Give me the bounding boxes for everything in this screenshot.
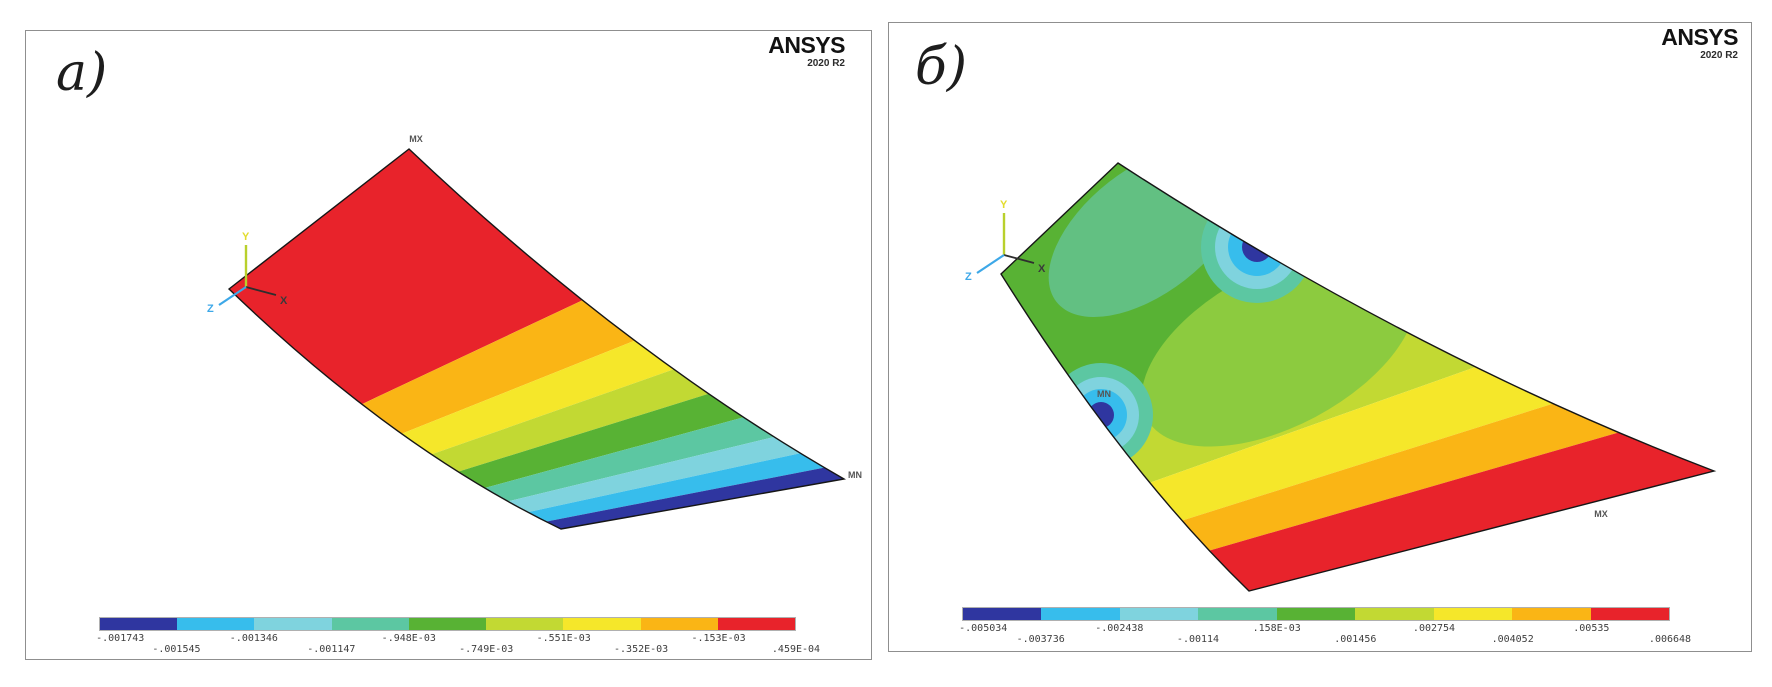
contour-band bbox=[484, 417, 775, 502]
panel-label-b: б) bbox=[915, 37, 968, 97]
contour-band bbox=[361, 300, 635, 434]
ansys-version: 2020 R2 bbox=[807, 58, 845, 69]
x-axis-label: X bbox=[280, 295, 288, 307]
legend-color-segment bbox=[1041, 608, 1120, 620]
legend-tick-label: -.153E-03 bbox=[691, 633, 746, 644]
contour-bands bbox=[1001, 163, 1714, 591]
legend-tick-label: -.00114 bbox=[1176, 634, 1220, 645]
local-min-ring bbox=[1228, 218, 1286, 276]
ansys-wordmark: ANSYS bbox=[1661, 24, 1738, 50]
contour-band bbox=[527, 453, 825, 522]
contour-band bbox=[1182, 403, 1619, 551]
contour-band bbox=[1149, 367, 1554, 521]
legend-color-segment bbox=[1198, 608, 1277, 620]
axis-line bbox=[218, 286, 247, 306]
max-marker: MX bbox=[409, 134, 423, 144]
legend-tick-label: .158E-03 bbox=[1252, 623, 1301, 634]
axis-line bbox=[976, 254, 1005, 274]
legend-colorbar bbox=[99, 617, 796, 631]
legend-tick-label: .00535 bbox=[1573, 623, 1610, 634]
contour-band bbox=[546, 467, 844, 529]
result-viewport-b: б) ANSYS 2020 R2 Y X Z MX MN -.005034 -.00373… bbox=[888, 22, 1752, 652]
legend-tick-label: -.003736 bbox=[1016, 634, 1065, 645]
contour-band bbox=[458, 393, 744, 488]
legend-tick-label: -.352E-03 bbox=[614, 644, 669, 655]
legend-tick-label: -.001147 bbox=[307, 644, 356, 655]
legend-color-segment bbox=[331, 618, 409, 630]
legend-tick-label: -.551E-03 bbox=[536, 633, 591, 644]
legend-tick-label: -.749E-03 bbox=[459, 644, 514, 655]
legend-tick-label: .002754 bbox=[1412, 623, 1456, 634]
legend-color-segment bbox=[640, 618, 718, 630]
legend-color-segment bbox=[254, 618, 332, 630]
local-min-ring bbox=[1215, 205, 1299, 289]
max-marker: MX bbox=[1594, 509, 1608, 519]
panel-label-a: a) bbox=[56, 43, 108, 103]
contour-band bbox=[401, 340, 674, 455]
legend-tick-label: .459E-04 bbox=[771, 644, 821, 655]
y-axis-label: Y bbox=[1000, 199, 1008, 211]
contour-plot-a: Y X Z MX MN bbox=[207, 134, 862, 530]
plate-outline bbox=[227, 148, 847, 530]
local-min-ring bbox=[1242, 232, 1272, 262]
x-axis-label: X bbox=[1038, 263, 1046, 275]
legend-tick-label: -.001545 bbox=[152, 644, 201, 655]
legend-color-segment bbox=[1119, 608, 1199, 620]
legend-color-segment bbox=[486, 618, 564, 630]
legend-tick-label: -.002438 bbox=[1095, 623, 1144, 634]
contour-band bbox=[1209, 432, 1714, 591]
contour-bands bbox=[229, 149, 844, 529]
legend-color-segment bbox=[963, 608, 1042, 620]
legend-color-segment bbox=[1590, 608, 1669, 620]
ansys-wordmark: ANSYS bbox=[768, 32, 845, 58]
min-marker: MN bbox=[1097, 389, 1111, 399]
legend-color-segment bbox=[408, 618, 487, 630]
contour-legend-a: -.001743 -.001545 -.001346 -.001147 -.948E-0… bbox=[96, 617, 820, 661]
z-axis-label: Z bbox=[965, 271, 972, 283]
legend-tick-label: .004052 bbox=[1491, 634, 1534, 645]
legend-colorbar bbox=[962, 607, 1670, 621]
result-viewport-a: a) ANSYS 2020 R2 Y X Z MX MN -.001743 -.00154… bbox=[25, 30, 872, 660]
contour-band bbox=[431, 369, 709, 472]
contour-band bbox=[229, 149, 583, 405]
ansys-logo-a: ANSYS 2020 R2 bbox=[768, 32, 845, 70]
legend-tick-label: -.001346 bbox=[229, 633, 278, 644]
axis-triad: Y X Z bbox=[207, 231, 288, 315]
legend-color-segment bbox=[563, 618, 641, 630]
axis-line bbox=[245, 286, 277, 296]
axis-triad: Y X Z bbox=[965, 199, 1046, 283]
legend-color-segment bbox=[1433, 608, 1513, 620]
legend-color-segment bbox=[1276, 608, 1356, 620]
axis-line bbox=[1003, 254, 1035, 264]
plate-outline bbox=[1000, 162, 1717, 592]
legend-tick-label: -.001743 bbox=[96, 633, 145, 644]
legend-color-segment bbox=[177, 618, 255, 630]
legend-color-segment bbox=[1355, 608, 1434, 620]
legend-tick-label: -.948E-03 bbox=[381, 633, 436, 644]
contour-band bbox=[507, 437, 801, 513]
contour-legend-b: -.005034 -.003736 -.002438 -.00114 .158E-03.… bbox=[959, 607, 1691, 651]
ansys-logo-b: ANSYS 2020 R2 bbox=[1661, 24, 1738, 62]
legend-color-segment bbox=[1512, 608, 1591, 620]
legend-color-segment bbox=[717, 618, 795, 630]
local-min-ring bbox=[1088, 402, 1114, 428]
contour-plot-b: Y X Z MX MN bbox=[965, 162, 1717, 592]
z-axis-label: Z bbox=[207, 303, 214, 315]
legend-color-segment bbox=[100, 618, 178, 630]
legend-tick-label: .006648 bbox=[1648, 634, 1692, 645]
legend-tick-label: -.005034 bbox=[959, 623, 1008, 634]
legend-tick-label: .001456 bbox=[1334, 634, 1377, 645]
min-marker: MN bbox=[848, 470, 862, 480]
y-axis-label: Y bbox=[242, 231, 250, 243]
ansys-version: 2020 R2 bbox=[1700, 50, 1738, 61]
